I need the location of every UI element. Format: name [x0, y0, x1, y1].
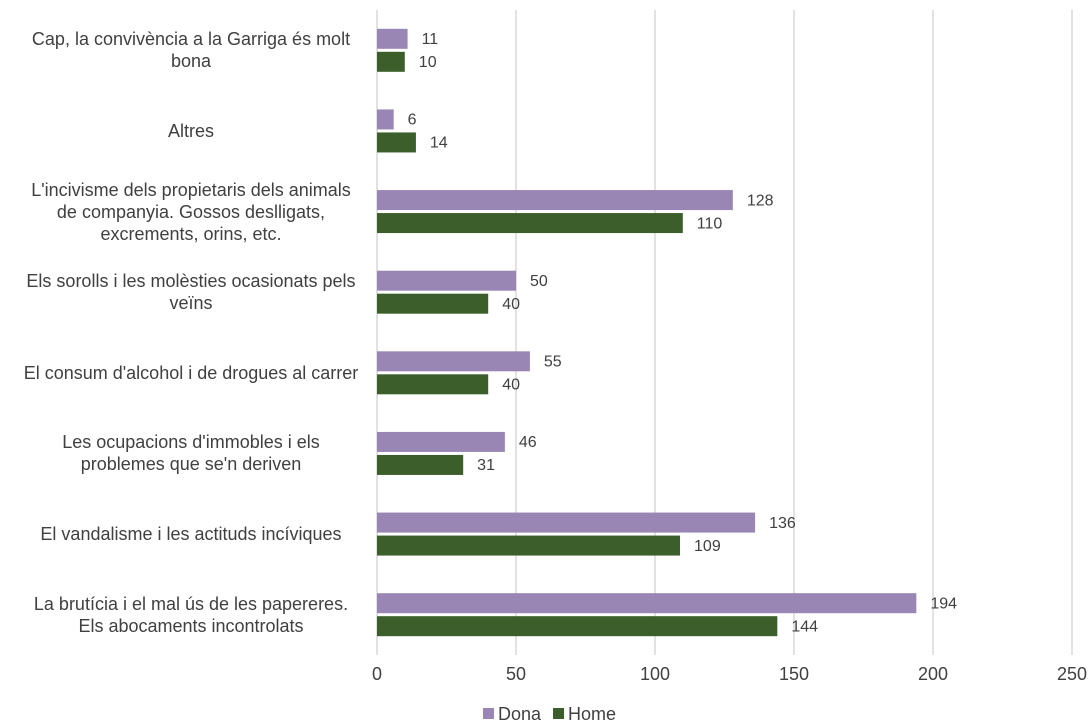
bar	[377, 454, 464, 475]
bar	[377, 431, 505, 452]
legend-swatch	[483, 708, 494, 719]
data-label: 6	[408, 112, 417, 129]
x-tick-label: 0	[372, 664, 382, 684]
data-label: 50	[530, 273, 548, 290]
x-tick-label: 200	[918, 664, 948, 684]
y-tick-label: Altres	[167, 120, 214, 141]
bar	[377, 593, 917, 614]
bar	[377, 270, 516, 291]
bar	[377, 132, 416, 153]
data-label: 136	[769, 515, 796, 532]
bar	[377, 351, 530, 372]
bar	[377, 293, 489, 314]
x-tick-label: 100	[640, 664, 670, 684]
data-label: 194	[930, 595, 957, 612]
data-label: 55	[544, 354, 562, 371]
bar	[377, 535, 681, 556]
legend-label: Home	[568, 704, 616, 724]
bar	[377, 374, 489, 395]
x-tick-label: 250	[1057, 664, 1087, 684]
legend-label: Dona	[498, 704, 542, 724]
bar	[377, 28, 408, 49]
data-label: 109	[694, 538, 721, 555]
bar	[377, 109, 394, 130]
y-tick-label: L'incivisme dels propietaris dels animal…	[31, 179, 351, 244]
data-label: 40	[502, 296, 520, 313]
y-tick-label: El vandalisme i les actituds incíviques	[40, 524, 342, 545]
data-label: 144	[791, 618, 818, 635]
y-tick-label: Les ocupacions d'immobles i els probleme…	[62, 432, 320, 475]
data-label: 128	[747, 192, 774, 209]
bar	[377, 190, 733, 211]
bar	[377, 512, 756, 533]
bar	[377, 51, 405, 72]
data-label: 110	[697, 215, 723, 232]
y-tick-label: El consum d'alcohol i de drogues al carr…	[23, 362, 359, 383]
x-tick-label: 50	[506, 664, 526, 684]
x-tick-label: 150	[779, 664, 809, 684]
data-label: 14	[430, 135, 448, 152]
data-label: 46	[519, 434, 537, 451]
data-label: 11	[422, 31, 439, 48]
data-label: 10	[419, 54, 437, 71]
y-tick-label: Els sorolls i les molèsties ocasionats p…	[26, 271, 356, 314]
legend-swatch	[553, 708, 565, 719]
data-label: 40	[502, 377, 520, 394]
y-tick-label: Cap, la convivència a la Garriga és molt…	[31, 29, 351, 72]
bar	[377, 616, 778, 637]
data-label: 31	[477, 457, 495, 474]
y-tick-label: La brutícia i el mal ús de les papereres…	[33, 593, 349, 636]
bar	[377, 213, 683, 234]
